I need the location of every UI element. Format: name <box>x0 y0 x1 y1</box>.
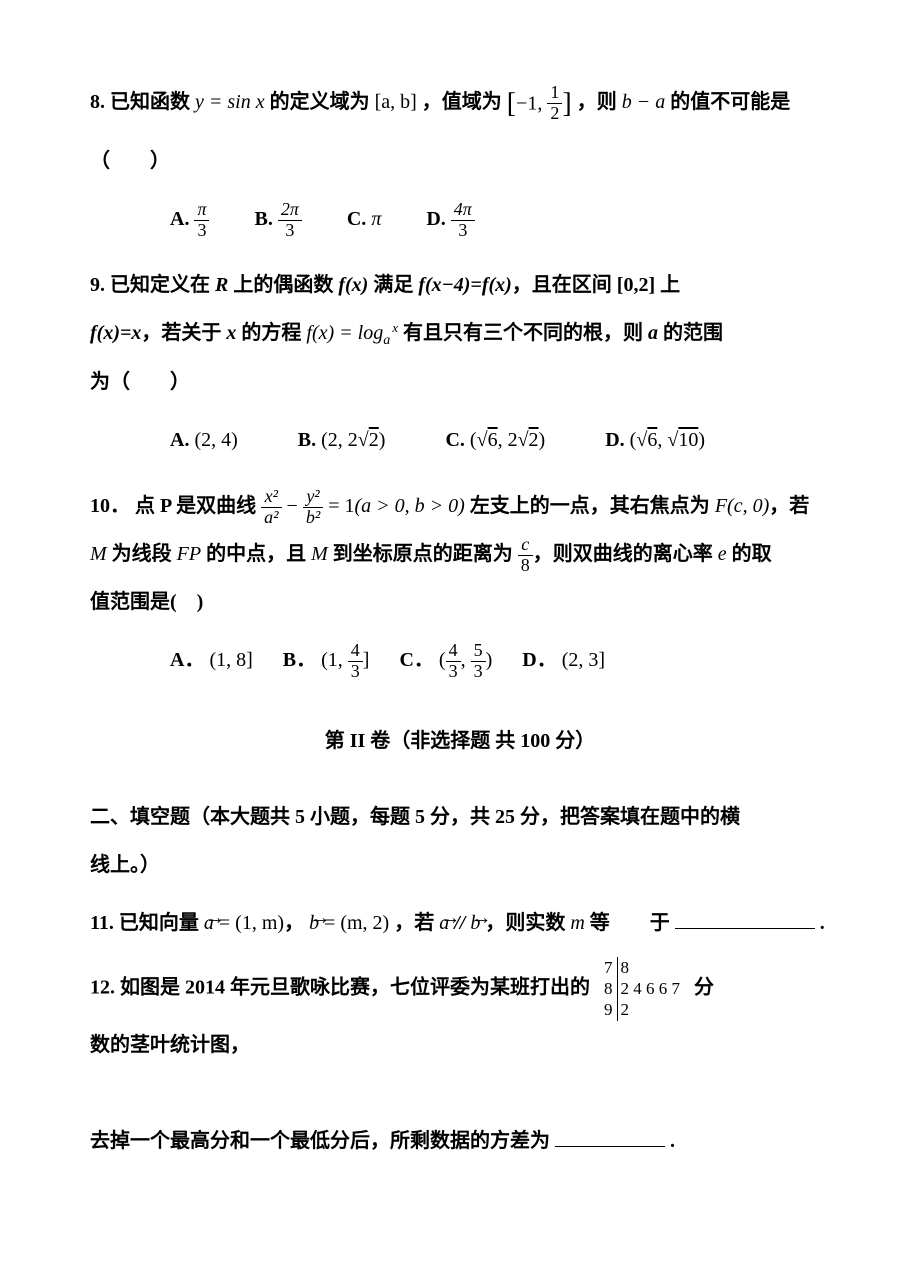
question-9: 9. 已知定义在 R 上的偶函数 f(x) 满足 f(x−4)=f(x)，且在区… <box>90 261 830 406</box>
part2-heading: 二、填空题（本大题共 5 小题，每题 5 分，共 25 分，把答案填在题中的横 … <box>90 793 830 889</box>
q8-func: y = sin x <box>195 91 265 113</box>
q8-number: 8. <box>90 91 105 113</box>
q9-fx: f(x) <box>338 274 368 296</box>
q10-opt-b: B． (1, 43] <box>283 636 370 684</box>
q8-text-1: 已知函数 <box>110 91 190 113</box>
question-11: 11. 已知向量 →a = (1, m)， →b = (m, 2) ，若 →a … <box>90 899 830 947</box>
q12-stem-leaf: 78 82 4 6 6 7 92 <box>601 957 683 1021</box>
q8-opt-d: D. 4π3 <box>426 195 474 243</box>
q10-paren: 值范围是( ) <box>90 591 203 613</box>
q11-vec-b: →b <box>309 912 319 934</box>
q8-diff: b − a <box>622 91 666 113</box>
q11-blank <box>675 909 815 929</box>
q8-range: [ <box>507 88 516 119</box>
q8-paren: （ ） <box>90 150 170 172</box>
question-8: 8. 已知函数 y = sin x 的定义域为 [a, b] ，值域为 [−1,… <box>90 70 830 185</box>
q10-opt-a: A． (1, 8] <box>170 636 253 684</box>
q10-opt-c: C． (43, 53) <box>399 636 492 684</box>
q9-opt-a: A. (2, 4) <box>170 416 238 464</box>
q10-c8: c8 <box>518 535 533 576</box>
q9-opt-d: D. (√6, √10) <box>605 416 705 464</box>
q8-text-4: ，则 <box>577 91 617 113</box>
q11-number: 11. <box>90 912 114 934</box>
q8-text-2: 的定义域为 <box>270 91 370 113</box>
q9-options: A. (2, 4) B. (2, 2√2) C. (√6, 2√2) D. (√… <box>90 416 830 464</box>
q8-opt-b: B. 2π3 <box>254 195 301 243</box>
q9-number: 9. <box>90 274 105 296</box>
q9-opt-b: B. (2, 2√2) <box>298 416 386 464</box>
q8-options: A. π3 B. 2π3 C. π D. 4π3 <box>90 195 830 243</box>
q9-log-eq: f(x) = logax <box>306 322 398 344</box>
q11-vec-a: →a <box>204 912 214 934</box>
q8-domain: [a, b] <box>375 91 417 113</box>
q10-focus: F(c, 0) <box>715 495 769 517</box>
q9-paren: 为（ ） <box>90 371 190 393</box>
q9-opt-c: C. (√6, 2√2) <box>445 416 545 464</box>
q8-range-frac: 12 <box>547 83 562 124</box>
question-10: 10． 点 P 是双曲线 x²a² − y²b² = 1(a > 0, b > … <box>90 482 830 626</box>
q9-fxeqx: f(x)=x <box>90 322 141 344</box>
q8-opt-a: A. π3 <box>170 195 209 243</box>
q10-hyperbola: x²a² − y²b² = 1(a > 0, b > 0) <box>261 495 470 517</box>
q10-opt-d: D． (2, 3] <box>522 636 605 684</box>
question-12: 12. 如图是 2014 年元旦歌咏比赛，七位评委为某班打出的 78 82 4 … <box>90 957 830 1165</box>
q10-options: A． (1, 8] B． (1, 43] C． (43, 53) D． (2, … <box>90 636 830 684</box>
q10-number: 10． <box>90 495 130 517</box>
q12-blank <box>555 1127 665 1147</box>
q8-opt-c: C. π <box>347 195 381 243</box>
q8-text-3: ，值域为 <box>422 91 502 113</box>
q12-number: 12. <box>90 976 115 998</box>
q9-eq1: f(x−4)=f(x) <box>418 274 511 296</box>
section-2-title: 第 II 卷（非选择题 共 100 分） <box>90 724 830 753</box>
q8-text-5: 的值不可能是 <box>670 91 790 113</box>
